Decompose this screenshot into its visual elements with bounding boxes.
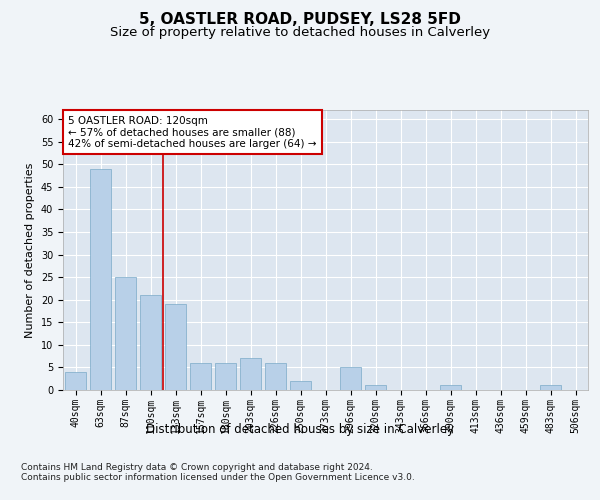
Bar [115,277,136,390]
Bar [165,304,186,390]
Text: 5, OASTLER ROAD, PUDSEY, LS28 5FD: 5, OASTLER ROAD, PUDSEY, LS28 5FD [139,12,461,28]
Bar [215,363,236,390]
Text: Distribution of detached houses by size in Calverley: Distribution of detached houses by size … [146,422,454,436]
Bar [65,372,86,390]
Text: Contains HM Land Registry data © Crown copyright and database right 2024.
Contai: Contains HM Land Registry data © Crown c… [21,462,415,482]
Bar [190,363,211,390]
Bar [290,381,311,390]
Bar [140,295,161,390]
Y-axis label: Number of detached properties: Number of detached properties [25,162,35,338]
Bar [540,386,561,390]
Bar [265,363,286,390]
Bar [365,386,386,390]
Bar [90,168,111,390]
Text: 5 OASTLER ROAD: 120sqm
← 57% of detached houses are smaller (88)
42% of semi-det: 5 OASTLER ROAD: 120sqm ← 57% of detached… [68,116,317,149]
Text: Size of property relative to detached houses in Calverley: Size of property relative to detached ho… [110,26,490,39]
Bar [440,386,461,390]
Bar [340,368,361,390]
Bar [240,358,261,390]
